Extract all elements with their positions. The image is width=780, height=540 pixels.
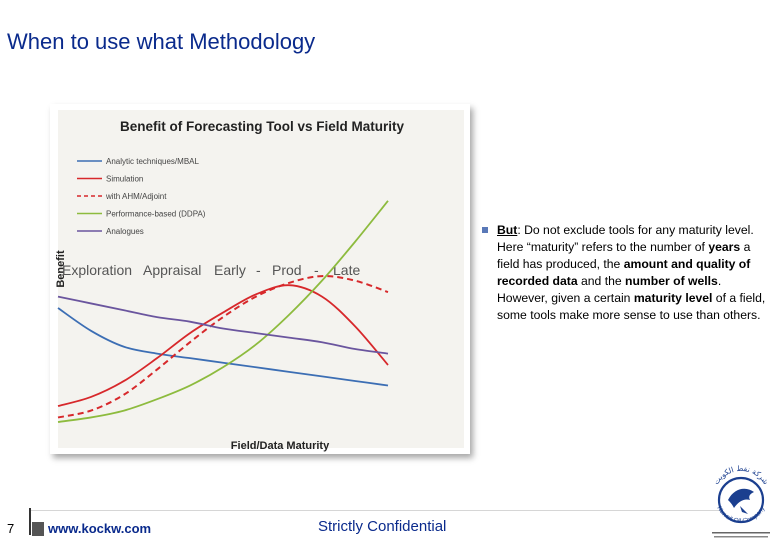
chart-canvas: Benefit of Forecasting Tool vs Field Mat… [50,104,470,454]
stage-label-0: Exploration [62,262,132,278]
series-line-0 [57,307,389,387]
chart-title: Benefit of Forecasting Tool vs Field Mat… [120,119,405,134]
page-number: 7 [7,521,15,536]
bullet-lead: But [497,223,518,237]
legend-entry-4: Analogues [106,227,144,236]
stage-label-3: - [256,262,261,278]
series-line-1 [57,284,389,407]
footer-divider [30,510,730,511]
bullet-text-1: : Do not exclude tools for any maturity … [497,223,754,254]
falcon-icon [728,488,754,508]
slide-title: When to use what Methodology [7,29,316,54]
chart-legend: Analytic techniques/MBAL Simulation with A… [77,157,206,236]
chart-plot-background [58,110,464,448]
series-line-2 [57,275,389,419]
bullet-text-2: a field has produced, the [497,240,751,271]
chart-x-label: Field/Data Maturity [231,440,330,452]
legend-entry-3: Performance-based (DDPA) [106,210,206,219]
bullet-bold-years: years [708,240,741,254]
maturity-stage-labels: Exploration Appraisal Early - Prod - Late [62,262,360,278]
maturity-chart: Benefit of Forecasting Tool vs Field Mat… [50,104,470,454]
bullet-note: But: Do not exclude tools for any maturi… [482,222,767,324]
series-line-4 [57,295,389,355]
kuwait-oil-company-logo: شركة نفط الكويت Kuwait Oil Company [711,464,771,538]
bullet-text-3: and the [577,274,626,288]
series-line-3 [57,200,389,423]
bullet-square-icon [482,227,488,233]
stage-label-4: Prod [272,262,302,278]
logo-underline-2 [714,536,768,538]
bullet-text-4: . However, given a certain [497,274,722,305]
confidentiality-label: Strictly Confidential [318,518,447,535]
legend-entry-1: Simulation [106,175,143,184]
footer-block-icon [32,522,44,536]
chart-y-label: Benefit [55,250,67,288]
chart-series-lines [57,200,389,423]
falcon-tail-icon [740,506,748,514]
bullet-bold-wells: number of wells [625,274,718,288]
legend-entry-0: Analytic techniques/MBAL [106,157,199,166]
stage-label-5: - [314,262,319,278]
logo-underline-1 [712,532,770,534]
legend-entry-2: with AHM/Adjoint [105,192,167,201]
bullet-text-5: of a field, some tools make more sense t… [497,291,766,322]
bullet-bold-data: amount and quality of recorded data [497,257,751,288]
website-link[interactable]: www.kockw.com [48,521,152,536]
stage-label-2: Early [214,262,246,278]
stage-label-6: Late [333,262,360,278]
footer-vertical-bar [29,508,31,535]
stage-label-1: Appraisal [143,262,201,278]
bullet-bold-maturity: maturity level [633,291,713,305]
bullet-text: But: Do not exclude tools for any maturi… [497,222,767,324]
